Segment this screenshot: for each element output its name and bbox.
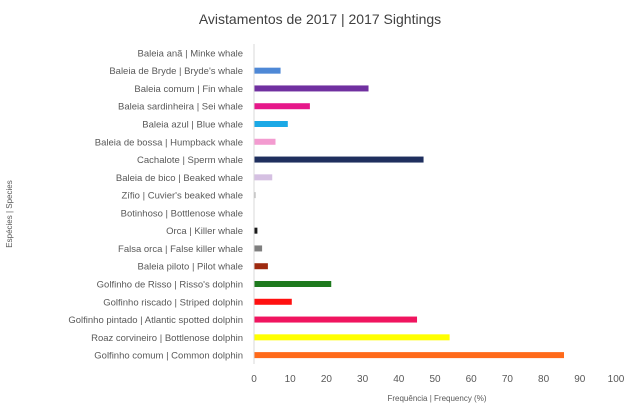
bar xyxy=(254,121,288,127)
bar xyxy=(254,298,292,305)
bar xyxy=(254,263,268,270)
bar xyxy=(254,352,565,359)
x-tick-label: 90 xyxy=(574,374,586,385)
category-label: Orca | Killer whale xyxy=(166,226,243,237)
bar xyxy=(254,245,263,252)
x-tick-label: 60 xyxy=(466,374,478,385)
x-axis-title: Frequência | Frequency (%) xyxy=(387,394,486,403)
category-label: Baleia anã | Minke whale xyxy=(138,48,243,59)
plot-area: Baleia anã | Minke whale Baleia de Bryde … xyxy=(68,44,625,385)
category-label: Baleia piloto | Pilot whale xyxy=(138,262,243,273)
x-tick-label: 0 xyxy=(251,374,257,385)
y-axis-title: Espécies | Species xyxy=(5,180,14,247)
chart-title: Avistamentos de 2017 | 2017 Sightings xyxy=(199,11,441,27)
bar xyxy=(254,138,276,145)
bar xyxy=(254,103,310,110)
category-label: Golfinho comum | Common dolphin xyxy=(94,351,243,362)
category-label: Baleia azul | Blue whale xyxy=(142,120,243,131)
category-label: Baleia sardinheira | Sei whale xyxy=(118,102,243,113)
category-label: Baleia de bossa | Humpback whale xyxy=(95,137,243,148)
category-label: Roaz corvineiro | Bottlenose dolphin xyxy=(91,333,243,344)
category-label: Cachalote | Sperm whale xyxy=(137,155,243,166)
category-label: Baleia de Bryde | Bryde's whale xyxy=(109,66,243,77)
x-tick-label: 20 xyxy=(321,374,333,385)
category-label: Golfinho riscado | Striped dolphin xyxy=(103,297,243,308)
x-tick-label: 80 xyxy=(538,374,550,385)
x-tick-label: 50 xyxy=(429,374,441,385)
category-label: Baleia de bico | Beaked whale xyxy=(116,173,243,184)
category-label: Golfinho de Risso | Risso's dolphin xyxy=(97,280,243,291)
x-tick-label: 10 xyxy=(285,374,297,385)
x-tick-label: 70 xyxy=(502,374,514,385)
bar xyxy=(254,334,450,341)
category-label: Golfinho pintado | Atlantic spotted dolp… xyxy=(68,315,243,326)
bar xyxy=(254,281,332,287)
category-label: Falsa orca | False killer whale xyxy=(118,244,243,255)
bar xyxy=(254,192,256,199)
x-tick-label: 100 xyxy=(608,374,625,385)
bar xyxy=(254,174,273,181)
category-label: Zífio | Cuvier's beaked whale xyxy=(121,191,243,202)
x-tick-label: 40 xyxy=(393,374,405,385)
bar xyxy=(254,227,258,234)
category-label: Baleia comum | Fin whale xyxy=(134,84,243,95)
bar xyxy=(254,85,369,92)
bar xyxy=(254,67,281,74)
bar xyxy=(254,156,424,163)
category-label: Botinhoso | Bottlenose whale xyxy=(121,208,243,219)
x-tick-label: 30 xyxy=(357,374,369,385)
bar xyxy=(254,316,418,323)
